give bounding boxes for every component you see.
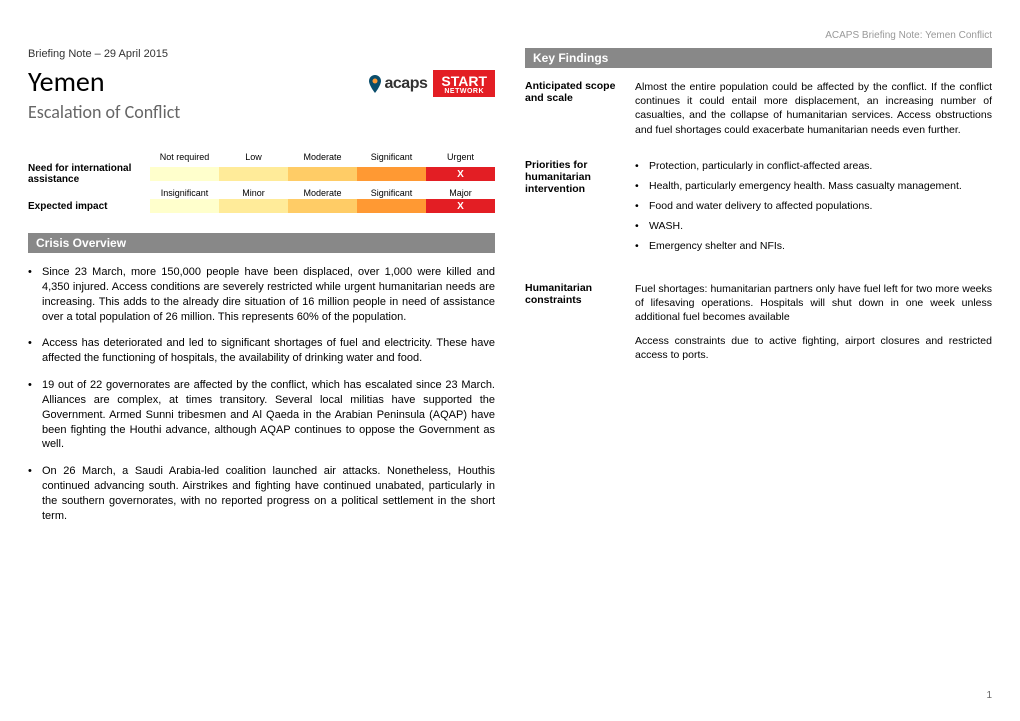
list-item: On 26 March, a Saudi Arabia-led coalitio… xyxy=(28,464,495,523)
list-item: Emergency shelter and NFIs. xyxy=(635,239,992,253)
right-column: Key Findings Anticipated scope and scale… xyxy=(525,48,992,536)
main-title: Yemen xyxy=(28,64,180,99)
scale1-cells: X xyxy=(150,167,495,181)
constraints-p1: Fuel shortages: humanitarian partners on… xyxy=(635,282,992,325)
left-column: Briefing Note – 29 April 2015 Yemen Esca… xyxy=(28,48,495,536)
scale2-label: Expected impact xyxy=(28,201,150,212)
scale-x-marker: X xyxy=(457,201,464,212)
subtitle: Escalation of Conflict xyxy=(28,101,180,123)
doc-header: ACAPS Briefing Note: Yemen Conflict xyxy=(825,30,992,41)
scale2-headers: InsignificantMinorModerateSignificantMaj… xyxy=(150,187,495,199)
scale-x-marker: X xyxy=(457,169,464,180)
constraints-row: Humanitarian constraints Fuel shortages:… xyxy=(525,282,992,373)
crisis-overview-bar: Crisis Overview xyxy=(28,233,495,253)
anticipated-row: Anticipated scope and scale Almost the e… xyxy=(525,80,992,137)
start-bottom: NETWORK xyxy=(441,88,487,95)
logos: acaps START NETWORK xyxy=(368,70,496,97)
scale-cell xyxy=(357,199,426,213)
scale-cell xyxy=(288,167,357,181)
scale-header-cell: Moderate xyxy=(288,187,357,199)
scale-header-cell: Moderate xyxy=(288,151,357,163)
list-item: Food and water delivery to affected popu… xyxy=(635,199,992,213)
start-top: START xyxy=(441,74,487,88)
acaps-logo: acaps xyxy=(368,75,428,93)
start-logo: START NETWORK xyxy=(433,70,495,97)
constraints-body: Fuel shortages: humanitarian partners on… xyxy=(635,282,992,373)
list-item: Access has deteriorated and led to signi… xyxy=(28,336,495,366)
list-item: WASH. xyxy=(635,219,992,233)
scale-header-cell: Minor xyxy=(219,187,288,199)
scale-cell xyxy=(219,167,288,181)
list-item: Since 23 March, more 150,000 people have… xyxy=(28,265,495,324)
scale-header-cell: Significant xyxy=(357,151,426,163)
anticipated-label: Anticipated scope and scale xyxy=(525,80,621,137)
pin-icon xyxy=(368,75,382,93)
scale-header-cell: Not required xyxy=(150,151,219,163)
list-item: Health, particularly emergency health. M… xyxy=(635,179,992,193)
scale-cell: X xyxy=(426,199,495,213)
acaps-text: acaps xyxy=(385,75,428,93)
scale1-label: Need for international assistance xyxy=(28,163,150,185)
constraints-p2: Access constraints due to active fightin… xyxy=(635,334,992,362)
scale-cell xyxy=(357,167,426,181)
scale-header-cell: Low xyxy=(219,151,288,163)
scale-cell: X xyxy=(426,167,495,181)
priorities-label: Priorities for humanitarian intervention xyxy=(525,159,621,260)
scale-header-cell: Insignificant xyxy=(150,187,219,199)
list-item: 19 out of 22 governorates are affected b… xyxy=(28,378,495,452)
scale-header-cell: Major xyxy=(426,187,495,199)
crisis-bullets: Since 23 March, more 150,000 people have… xyxy=(28,265,495,524)
priorities-body: Protection, particularly in conflict-aff… xyxy=(635,159,992,260)
scale1-headers: Not requiredLowModerateSignificantUrgent xyxy=(150,151,495,163)
scale-cell xyxy=(150,199,219,213)
priorities-row: Priorities for humanitarian intervention… xyxy=(525,159,992,260)
scale-cell xyxy=(288,199,357,213)
list-item: Protection, particularly in conflict-aff… xyxy=(635,159,992,173)
scale-cell xyxy=(150,167,219,181)
briefing-date: Briefing Note – 29 April 2015 xyxy=(28,48,495,60)
page-number: 1 xyxy=(986,690,992,701)
scale-header-cell: Urgent xyxy=(426,151,495,163)
scale-cell xyxy=(219,199,288,213)
key-findings-bar: Key Findings xyxy=(525,48,992,68)
scale-header-cell: Significant xyxy=(357,187,426,199)
scale-block: Not requiredLowModerateSignificantUrgent… xyxy=(28,151,495,213)
constraints-label: Humanitarian constraints xyxy=(525,282,621,373)
scale2-cells: X xyxy=(150,199,495,213)
anticipated-text: Almost the entire population could be af… xyxy=(635,80,992,137)
